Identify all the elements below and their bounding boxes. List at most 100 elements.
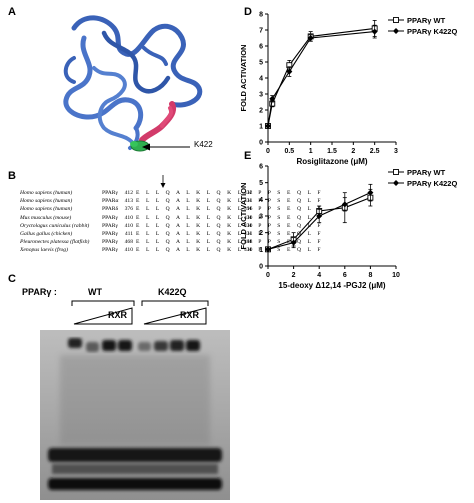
legend-label: PPARγ K422Q [407, 179, 457, 188]
end-position: 430 [244, 247, 253, 254]
series-line [267, 27, 375, 127]
wt-rxr-wedge-icon [73, 307, 133, 325]
alignment-row: Homo sapiens (human) PPARα 413 E L L Q A… [20, 197, 324, 205]
data-point [367, 189, 374, 196]
end-position: 431 [244, 198, 253, 205]
y-axis-label: FOLD ACTIVATION [239, 183, 248, 250]
start-position: 412 [124, 190, 133, 196]
end-position: 432 [244, 190, 253, 196]
sequence: E L L Q A L K L Q K L H P P S E Q L F [136, 206, 324, 213]
data-point [265, 246, 271, 253]
sequence: E L L Q A L K L Q K L H P P S E Q L F [136, 247, 324, 254]
x-tick-label: 0.5 [284, 148, 294, 155]
legend-marker [393, 180, 399, 186]
species-name: Xenopus laevis (frog) [20, 247, 68, 254]
alignment-row: Xenopus laevis (frog) PPARγ 410 E L L Q … [20, 246, 324, 254]
k422q-rxr-wedge-icon [143, 307, 207, 325]
series-line [267, 197, 371, 250]
data-point [286, 68, 293, 75]
protein-structure-image [63, 15, 203, 152]
species-name: Homo sapiens (human) [20, 190, 73, 196]
x-tick-label: 0 [266, 148, 270, 155]
data-point [269, 95, 276, 102]
x-tick-label: 2 [292, 272, 296, 279]
sequence: E L L Q A L K L Q K L H P P S E Q L F [136, 214, 324, 221]
sequence: E L L Q A L K L Q K L H P P S E Q L F [136, 198, 324, 205]
panel-b-letter: B [8, 170, 16, 182]
species-name: Pleuronectes platessa (flatfish) [20, 239, 90, 246]
end-position: 430 [244, 222, 253, 229]
series-line [267, 31, 375, 127]
y-axis-label: FOLD ACTIVATION [239, 45, 248, 112]
gene-name: PPARγ [102, 190, 118, 196]
gene-name: PPARγ [102, 239, 118, 246]
x-tick-label: 2.5 [370, 148, 380, 155]
x-tick-label: 6 [343, 272, 347, 279]
start-position: 376 [124, 206, 133, 213]
y-tick-label: 3 [259, 92, 263, 99]
y-tick-label: 7 [259, 28, 263, 35]
panel-a-letter: A [8, 6, 16, 18]
x-tick-label: 8 [368, 272, 372, 279]
gene-name: PPARα [102, 198, 119, 205]
start-position: 410 [124, 222, 133, 229]
data-point [316, 213, 323, 219]
alignment-row: Gallus gallus (chicken) PPARγ 411 E L L … [20, 230, 324, 238]
gene-name: PPARγ [102, 247, 118, 254]
alignment-row: Mus musculus (mouse) PPARγ 410 E L L Q A… [20, 214, 324, 222]
x-tick-label: 2 [351, 148, 355, 155]
y-tick-label: 5 [259, 60, 263, 67]
y-tick-label: 8 [259, 12, 263, 19]
k422-arrow-icon [142, 143, 190, 151]
panel-d-letter: D [244, 6, 252, 18]
legend-marker [393, 28, 399, 34]
end-position: 396 [244, 206, 253, 213]
k422q-group-label: K422Q [158, 287, 187, 297]
x-tick-label: 10 [392, 272, 400, 279]
species-name: Homo sapiens (human) [20, 206, 73, 213]
y-tick-label: 3 [259, 214, 263, 221]
sequence: E L L Q A L K L Q K L H P P S E Q L F [136, 239, 324, 246]
panel-c-letter: C [8, 273, 16, 285]
x-axis-label: Rosiglitazone (μM) [296, 157, 367, 166]
chart-d: 0 0.5 1 1.5 2 2.5 3 0 1 2 3 4 5 6 7 8 Rosiglitazone (μM)… [239, 12, 457, 167]
k422-position-arrow-icon [160, 175, 166, 188]
end-position: 431 [244, 230, 253, 237]
data-point [265, 123, 271, 129]
k422-annotation: K422 [194, 140, 213, 149]
species-name: Mus musculus (mouse) [20, 214, 72, 221]
data-point [371, 28, 378, 35]
x-tick-label: 1 [309, 148, 313, 155]
alignment-row: Homo sapiens (human) PPARγ 412 E L L Q A… [20, 189, 324, 197]
y-tick-label: 0 [259, 264, 263, 271]
legend-label: PPARγ WT [407, 16, 446, 25]
panel-e-letter: E [244, 150, 252, 162]
gene-name: PPARγ [102, 214, 118, 221]
y-tick-label: 4 [259, 76, 263, 83]
end-position: 488 [244, 239, 253, 246]
x-tick-label: 0 [266, 272, 270, 279]
y-tick-label: 4 [259, 197, 263, 204]
legend-label: PPARγ K422Q [407, 27, 457, 36]
y-tick-label: 2 [259, 230, 263, 237]
y-tick-label: 1 [259, 247, 263, 254]
start-position: 410 [124, 247, 133, 254]
gene-name: PPARγ [102, 222, 118, 229]
y-tick-label: 2 [259, 108, 263, 115]
k422q-rxr-label: RXR [180, 310, 200, 320]
y-tick-label: 0 [259, 140, 263, 147]
sequence: E L L Q A L K L Q K L H P P S E Q L F [136, 190, 324, 196]
x-axis-label: 15-deoxy Δ12,14 -PGJ2 (μM) [278, 281, 385, 290]
species-name: Gallus gallus (chicken) [20, 230, 73, 237]
legend-label: PPARγ WT [407, 168, 446, 177]
start-position: 410 [124, 214, 133, 221]
y-tick-label: 6 [259, 164, 263, 171]
species-name: Homo sapiens (human) [20, 198, 73, 205]
x-tick-label: 3 [394, 148, 398, 155]
x-tick-label: 1.5 [327, 148, 337, 155]
ppar-label: PPARγ : [22, 287, 57, 297]
legend-marker [393, 169, 399, 175]
emsa-gel-image [40, 330, 230, 500]
sequence: E L L Q A L K L Q K L H P P S E Q L F [136, 230, 324, 237]
wt-group-label: WT [88, 287, 102, 297]
